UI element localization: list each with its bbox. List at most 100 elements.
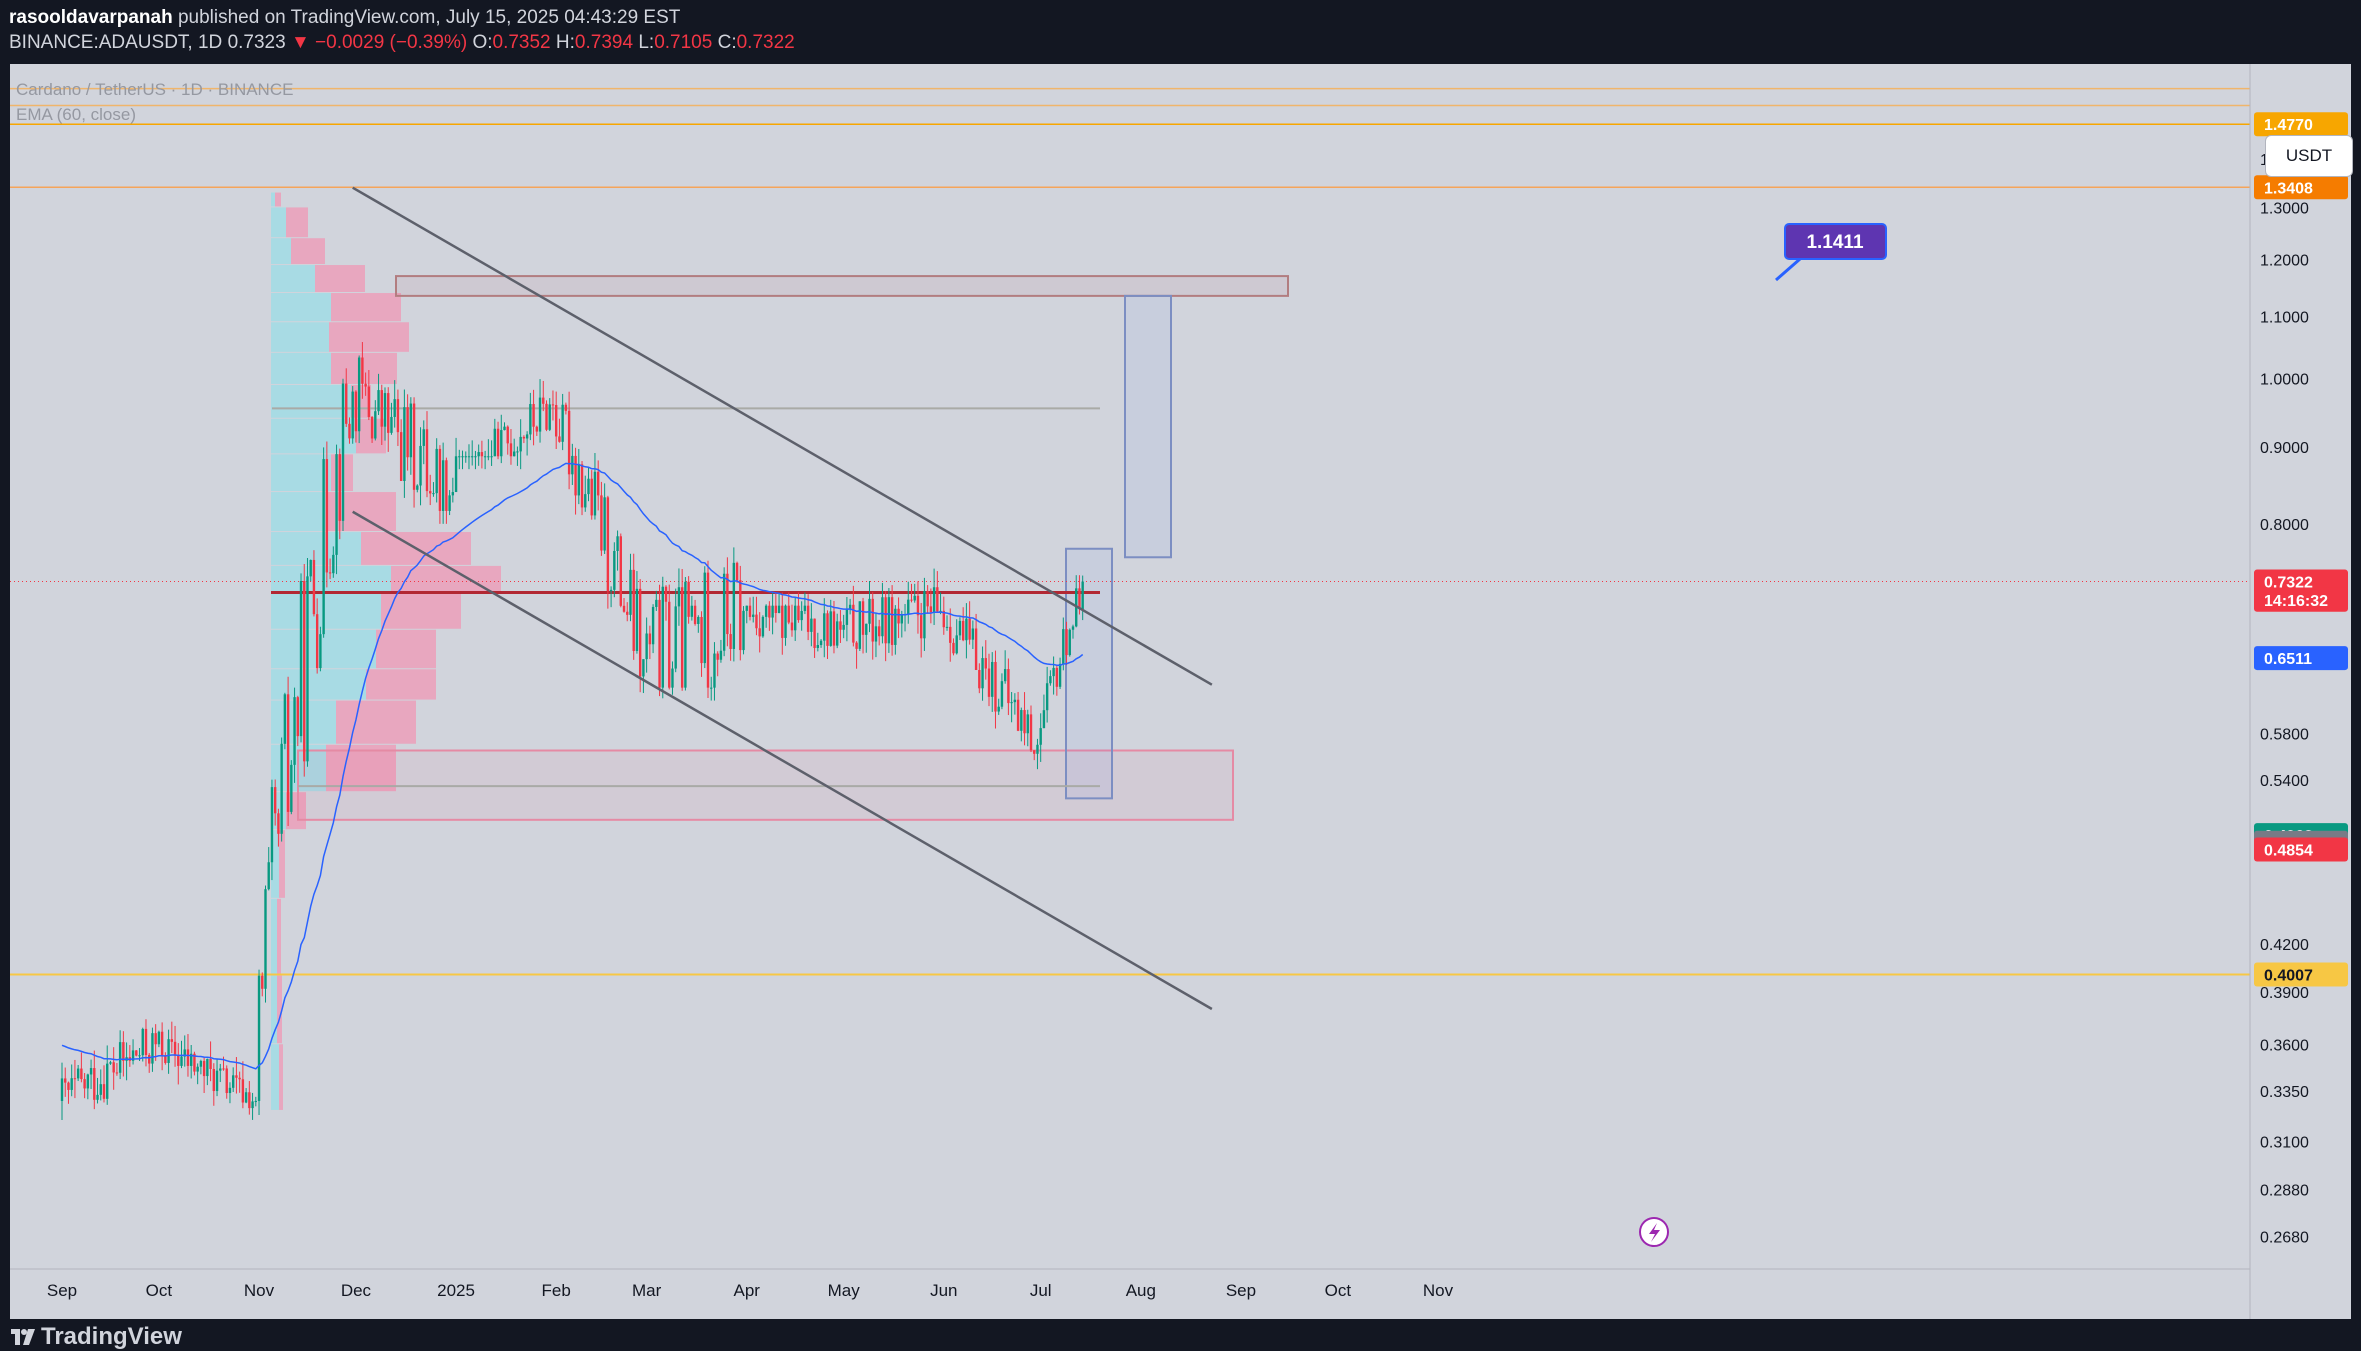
candle-body: [577, 464, 580, 496]
candle-body: [609, 589, 613, 592]
x-tick-label: Apr: [734, 1281, 761, 1300]
price-chart-svg[interactable]: 1.1411 1.40001.30001.20001.10001.00000.9…: [10, 64, 2351, 1319]
candle-body: [816, 645, 820, 648]
candle-body: [315, 614, 319, 669]
candle-body: [96, 1094, 99, 1100]
candle-body: [160, 1031, 164, 1056]
candle-body: [919, 615, 923, 639]
price-callout[interactable]: 1.1411: [1775, 223, 1887, 282]
candle-body: [374, 411, 377, 439]
candle-body: [777, 605, 781, 613]
candle-body: [1039, 728, 1042, 745]
candle-body: [671, 668, 674, 688]
candle-body: [668, 601, 671, 688]
candle-body: [244, 1092, 248, 1103]
candle-body: [561, 404, 564, 442]
candle-body: [383, 393, 387, 427]
vp-bar-up: [271, 322, 329, 352]
candle-body: [926, 590, 929, 607]
candle-body: [700, 616, 703, 664]
y-tick-label: 0.3100: [2260, 1135, 2309, 1152]
y-tick-label: 0.2680: [2260, 1230, 2309, 1247]
y-tick-label: 0.3600: [2260, 1037, 2309, 1054]
vp-bar-up: [271, 384, 351, 418]
candle-body: [1036, 744, 1039, 754]
callout-box[interactable]: [1784, 223, 1887, 260]
candle-body: [270, 787, 274, 863]
candle-body: [587, 478, 590, 495]
candle-body: [148, 1055, 151, 1064]
candle-body: [228, 1087, 232, 1094]
candle-body: [655, 599, 658, 607]
candle-body: [535, 426, 539, 432]
callout-text: 1.1411: [1806, 232, 1863, 253]
vp-bar-up: [271, 975, 277, 1044]
y-tick-label: 1.3000: [2260, 200, 2309, 217]
vp-bar-up: [271, 207, 286, 238]
candle-body: [984, 658, 987, 669]
candle-body: [351, 391, 354, 439]
candle-body: [713, 653, 716, 688]
candle-body: [406, 407, 409, 458]
symbol-label: BINANCE:ADAUSDT, 1D: [9, 32, 223, 53]
candle-body: [193, 1053, 196, 1072]
candle-body: [335, 454, 338, 555]
author-name[interactable]: rasooldavarpanah: [9, 7, 173, 28]
vp-bar-up: [271, 565, 391, 592]
tradingview-logo[interactable]: TradingView: [11, 1323, 182, 1351]
candle-body: [257, 975, 261, 1101]
y-tick-label: 0.4200: [2260, 937, 2309, 954]
candle-body: [306, 576, 309, 762]
candle-body: [742, 610, 745, 651]
candle-body: [206, 1058, 209, 1077]
candle-body: [532, 404, 535, 427]
channel-lower: [352, 510, 1213, 1011]
candle-body: [739, 580, 742, 651]
x-tick-label: 2025: [437, 1281, 475, 1300]
candle-body: [616, 536, 619, 551]
candle-body: [67, 1082, 70, 1090]
candle-body: [286, 694, 290, 812]
candle-body: [299, 581, 303, 737]
candle-body: [761, 616, 765, 637]
candle-body: [212, 1068, 216, 1092]
candle-body: [393, 399, 396, 417]
candle-body: [409, 403, 413, 458]
currency-button[interactable]: USDT: [2265, 135, 2353, 177]
candle-body: [613, 550, 616, 590]
candle-body: [432, 493, 435, 495]
chart-canvas[interactable]: 1.1411 1.40001.30001.20001.10001.00000.9…: [10, 64, 2353, 1319]
candle-body: [403, 407, 406, 481]
candle-body: [416, 485, 419, 490]
candle-body: [464, 456, 467, 458]
price-label-text: 0.4854: [2264, 842, 2313, 859]
price-label-text: 1.3408: [2264, 180, 2313, 197]
candle-body: [829, 611, 832, 646]
candle-body: [441, 460, 445, 511]
candle-body: [651, 606, 655, 645]
vp-bar-down: [329, 322, 409, 352]
candle-body: [703, 572, 706, 664]
candle-body: [1068, 629, 1071, 656]
candle-body: [842, 624, 845, 630]
candle-body: [600, 495, 603, 551]
brand-name: TradingView: [41, 1323, 182, 1350]
candle-body: [151, 1033, 154, 1064]
breakout-box: [1065, 547, 1113, 800]
candle-body: [170, 1039, 174, 1042]
candle-body: [106, 1063, 109, 1099]
vp-bar-up: [271, 293, 331, 322]
x-tick-label: Oct: [1325, 1281, 1352, 1300]
candle-body: [823, 613, 826, 641]
x-tick-label: Oct: [146, 1281, 173, 1300]
candle-body: [86, 1074, 90, 1089]
candle-body: [80, 1068, 83, 1080]
horizontal-lines: [10, 87, 2250, 976]
x-tick-label: Nov: [1423, 1281, 1454, 1300]
vp-bar-down: [279, 830, 285, 898]
candle-body: [545, 403, 548, 430]
lightning-icon[interactable]: [1639, 1217, 1669, 1247]
candle-body: [519, 436, 522, 452]
candle-body: [522, 436, 526, 439]
candle-body: [961, 620, 965, 641]
